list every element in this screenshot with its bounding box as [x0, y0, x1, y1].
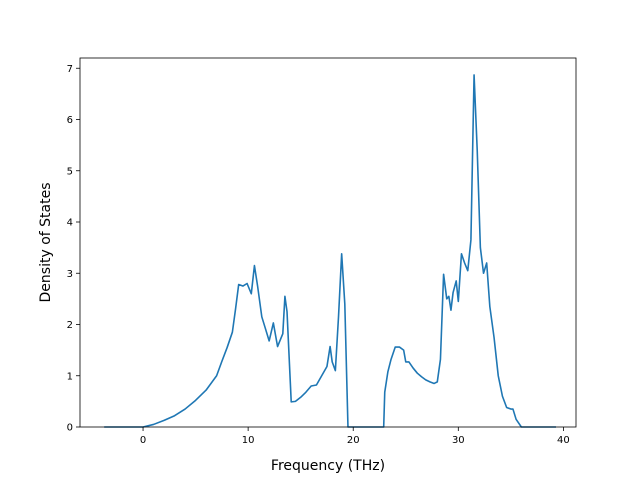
y-tick-label: 6: [67, 115, 73, 126]
series-line-0: [104, 74, 557, 428]
x-tick-label: 20: [347, 435, 360, 446]
y-axis-label: Density of States: [38, 183, 54, 303]
y-tick-label: 3: [67, 269, 73, 280]
y-tick-label: 2: [67, 320, 73, 331]
y-tick-label: 5: [67, 166, 73, 177]
axis-ticks: 0 10 20 30 40 0 1 2 3 4 5 6 7: [67, 64, 570, 446]
plot-area: [104, 74, 557, 428]
x-tick-label: 40: [557, 435, 570, 446]
y-tick-label: 7: [67, 64, 73, 75]
plot-frame: [79, 57, 577, 428]
x-tick-label: 0: [140, 435, 146, 446]
y-tick-label: 4: [67, 218, 73, 229]
y-tick-label: 1: [67, 371, 73, 382]
y-tick-label: 0: [67, 423, 73, 434]
x-axis-label: Frequency (THz): [271, 458, 385, 474]
x-tick-label: 30: [452, 435, 465, 446]
x-tick-label: 10: [242, 435, 255, 446]
